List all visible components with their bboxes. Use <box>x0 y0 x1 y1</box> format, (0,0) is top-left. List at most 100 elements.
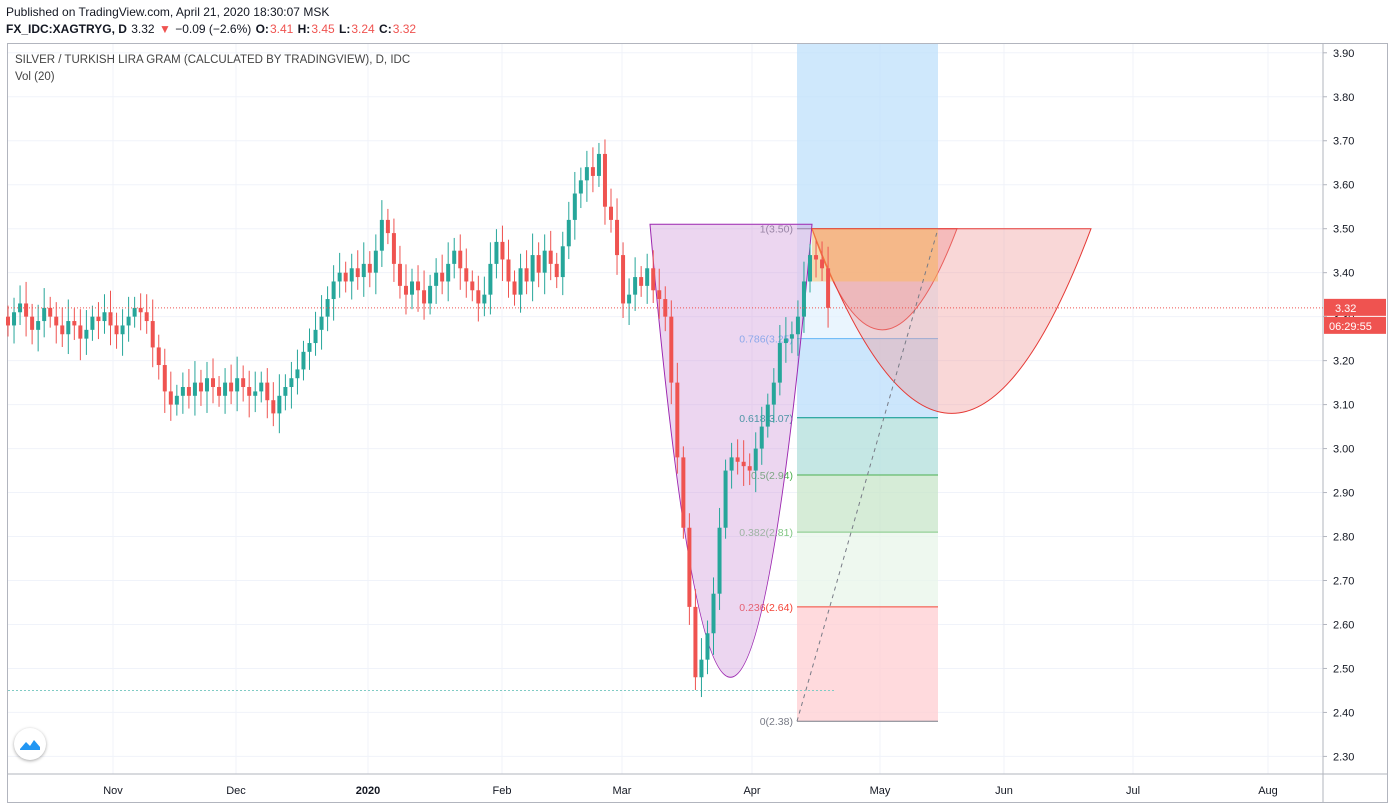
candle-body <box>325 299 330 317</box>
candle-body <box>735 457 740 462</box>
candle-body <box>590 167 595 176</box>
candle-body <box>223 382 228 396</box>
fib-level-label: 0.236(2.64) <box>739 602 793 614</box>
low-value: 3.24 <box>351 22 375 36</box>
candle-body <box>90 316 95 330</box>
open-value: 3.41 <box>269 22 294 36</box>
symbol-label: FX_IDC:XAGTRYG, D <box>6 22 127 36</box>
fib-zone <box>797 474 938 533</box>
low-label: L: <box>339 22 351 36</box>
candle-body <box>789 334 794 339</box>
candle-body <box>572 193 577 220</box>
countdown-badge <box>1324 316 1386 334</box>
fib-level-label: 1(3.50) <box>760 224 793 236</box>
candle-body <box>259 382 264 392</box>
candle-body <box>271 400 276 414</box>
candle-body <box>6 316 10 326</box>
candle-body <box>524 268 529 282</box>
candle-body <box>186 387 191 396</box>
candle-body <box>120 325 125 335</box>
candle-body <box>102 312 107 322</box>
price-tick-label: 3.60 <box>1333 180 1354 192</box>
candle-body <box>265 382 270 401</box>
candle-body <box>96 316 101 322</box>
candle-body <box>72 321 77 326</box>
tradingview-logo-icon <box>14 728 46 760</box>
candle-body <box>283 387 288 396</box>
candle-body <box>826 268 831 308</box>
candle-body <box>512 281 517 295</box>
dashed-trend-line <box>796 228 939 722</box>
candle-body <box>331 281 336 300</box>
candle-body <box>783 338 788 344</box>
candle-body <box>440 272 445 282</box>
open-label: O: <box>255 22 269 36</box>
candle-body <box>615 219 620 256</box>
candle-body <box>198 382 203 392</box>
candle-body <box>621 255 626 304</box>
candle-body <box>416 281 421 291</box>
fib-zone <box>797 606 938 722</box>
candle-body <box>584 167 589 181</box>
price-tick-label: 3.70 <box>1333 136 1354 148</box>
high-label: H: <box>297 22 311 36</box>
candle-body <box>108 312 113 326</box>
candle-body <box>452 250 457 264</box>
candle-body <box>144 312 149 322</box>
candle-body <box>554 263 559 278</box>
candle-body <box>464 268 469 282</box>
price-tick-label: 3.40 <box>1333 268 1354 280</box>
chart-frame[interactable] <box>7 43 1388 803</box>
candle-body <box>126 316 131 326</box>
candle-body <box>542 250 547 273</box>
candle-body <box>500 241 505 260</box>
candle-body <box>422 290 427 304</box>
candle-body <box>235 378 240 392</box>
candle-body <box>717 527 722 594</box>
orange-overlap-zone <box>812 228 938 282</box>
fib-level-label: 0(2.38) <box>760 716 793 728</box>
candle-body <box>60 325 65 335</box>
candle-body <box>771 382 776 405</box>
candle-body <box>482 294 487 304</box>
price-tick-label: 2.30 <box>1333 751 1354 763</box>
candle-body <box>343 272 348 282</box>
candle-body <box>12 312 17 326</box>
candle-body <box>470 281 475 291</box>
candle-body <box>229 382 234 392</box>
price-tick-label: 2.40 <box>1333 707 1354 719</box>
candle-body <box>48 307 53 317</box>
down-arrow-icon: ▼ <box>158 22 171 36</box>
candle-body <box>530 255 535 282</box>
candle-body <box>217 387 222 396</box>
candle-body <box>675 382 680 458</box>
fib-zone <box>797 338 938 418</box>
candle-body <box>132 307 137 317</box>
time-tick-label: Aug <box>1258 785 1278 797</box>
fib-level-label: 0.382(2.81) <box>739 527 793 539</box>
candle-body <box>476 290 481 304</box>
price-tick-label: 2.70 <box>1333 576 1354 588</box>
volume-legend: Vol (20) <box>15 71 55 83</box>
candle-body <box>319 316 324 330</box>
candle-body <box>277 395 282 414</box>
candle-body <box>645 268 650 286</box>
current-price-label: 3.32 <box>1335 303 1356 315</box>
candle-body <box>458 250 463 269</box>
fib-top-zone <box>797 44 938 229</box>
candle-body <box>313 329 318 344</box>
candle-body <box>801 281 806 317</box>
high-value: 3.45 <box>311 22 335 36</box>
candle-body <box>295 369 300 379</box>
candle-body <box>247 387 252 396</box>
candle-body <box>367 263 372 273</box>
time-tick-label: Feb <box>493 785 512 797</box>
candle-body <box>506 259 511 282</box>
candle-body <box>54 316 59 326</box>
candle-body <box>777 343 782 383</box>
candle-body <box>180 387 185 396</box>
candle-body <box>820 259 825 269</box>
candle-body <box>536 255 541 273</box>
candle-body <box>651 268 656 291</box>
